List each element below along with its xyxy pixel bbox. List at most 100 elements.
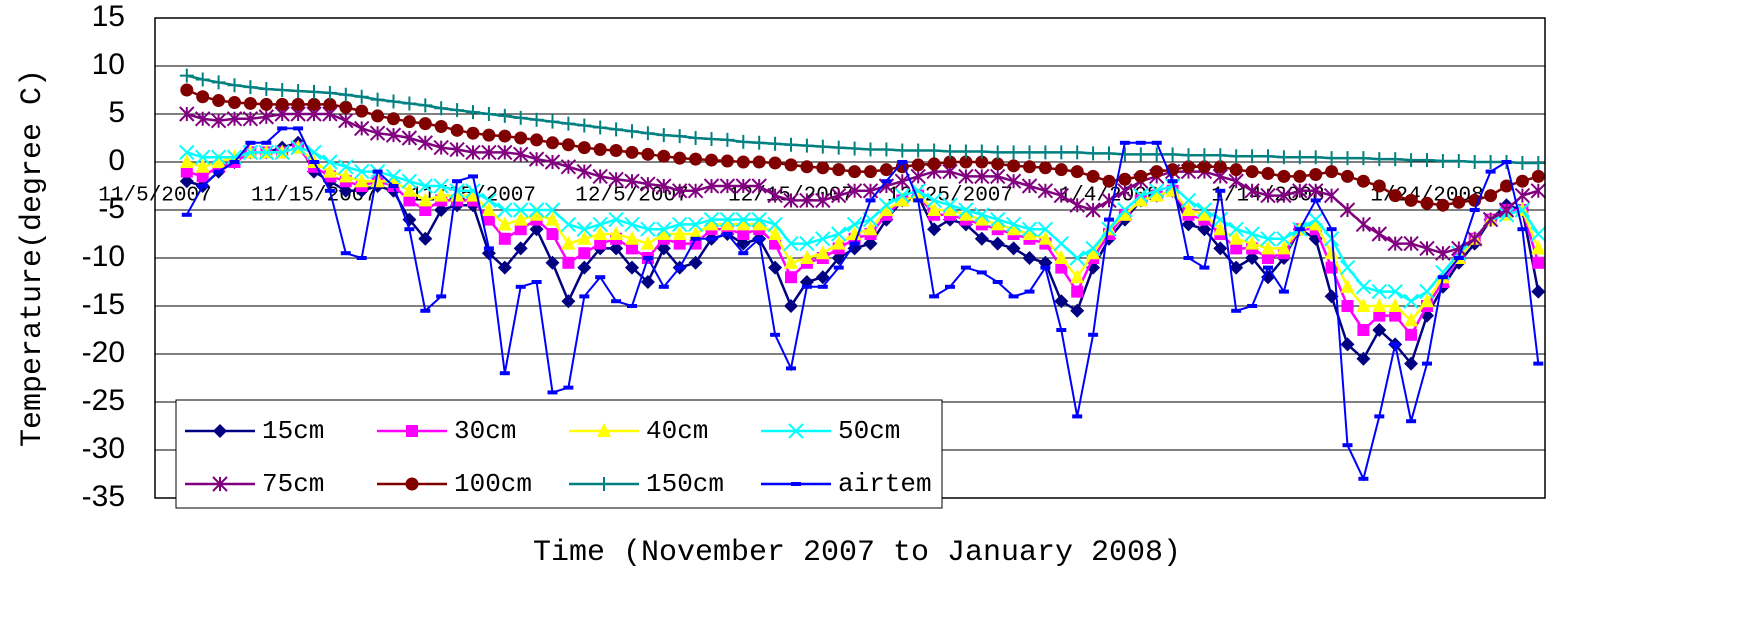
marker [245,140,256,145]
marker [1276,187,1292,204]
marker [196,90,210,104]
marker [179,154,194,168]
marker [1498,202,1515,218]
marker [849,241,860,246]
marker [434,203,449,217]
marker [353,120,370,137]
marker [1070,165,1084,179]
marker [1245,235,1260,250]
marker [1229,163,1243,177]
marker [210,149,227,165]
marker [608,211,624,228]
marker [1435,245,1451,261]
marker [1213,241,1228,256]
marker [1263,265,1273,270]
marker [783,192,799,209]
marker [290,139,306,156]
marker [1229,260,1244,275]
marker [562,256,575,269]
marker [1340,278,1355,293]
marker [815,245,830,260]
y-tick-label: 5 [108,96,125,129]
marker [1213,160,1227,174]
marker [194,111,211,127]
marker [545,255,560,270]
marker [275,83,290,97]
marker [786,366,796,371]
marker [1340,151,1355,166]
marker [1452,195,1466,209]
marker [481,144,497,161]
marker [832,163,846,177]
marker [1102,174,1116,188]
marker [1276,150,1291,165]
marker [974,168,990,185]
marker [1422,361,1432,366]
marker [927,222,942,237]
marker [800,160,814,174]
marker [1133,192,1148,207]
marker [989,211,1006,228]
marker [482,213,495,226]
marker [720,154,734,168]
marker [498,129,512,143]
marker [1134,169,1148,183]
marker [259,82,274,97]
marker [1372,298,1387,312]
marker [736,236,751,251]
marker [1054,145,1069,160]
marker [1436,198,1450,212]
marker [1371,283,1388,300]
marker [1388,189,1402,203]
marker [258,144,275,161]
marker [1292,183,1308,199]
marker [1276,240,1291,255]
marker [1532,256,1545,269]
marker [1484,189,1498,203]
marker [180,83,194,97]
marker [1308,150,1323,165]
marker [180,165,193,178]
marker [627,304,637,308]
marker [466,187,480,202]
marker [577,260,592,275]
marker [354,173,369,188]
marker [1278,289,1289,294]
marker [1085,240,1101,257]
marker [1453,256,1464,260]
marker [910,183,926,199]
marker [322,163,337,178]
marker [831,235,846,250]
y-axis-title: Temperature(degree C) [16,69,50,447]
marker [1260,187,1276,204]
marker [927,143,942,158]
marker [1088,332,1099,337]
marker [226,111,243,127]
marker [943,155,957,169]
marker [481,107,496,121]
marker [1183,256,1194,260]
marker [1358,476,1369,481]
marker [1007,159,1021,173]
marker [434,101,449,116]
marker [625,145,639,159]
marker [529,112,544,127]
marker [322,154,338,170]
marker [846,183,863,199]
marker [1404,193,1418,207]
marker [1341,300,1354,312]
marker [544,202,561,218]
marker [449,183,465,199]
marker [609,241,624,256]
marker [990,216,1005,231]
marker [927,157,941,171]
marker [703,211,720,228]
legend-marker [405,477,419,491]
legend: 15cm 30cm 40cm 50cm 75cm 100cm 150cm airtem [185,416,932,499]
marker [1342,443,1353,448]
marker [561,294,576,309]
marker [1419,283,1435,300]
marker [1419,240,1435,257]
marker [1388,152,1403,167]
marker [1420,293,1434,308]
